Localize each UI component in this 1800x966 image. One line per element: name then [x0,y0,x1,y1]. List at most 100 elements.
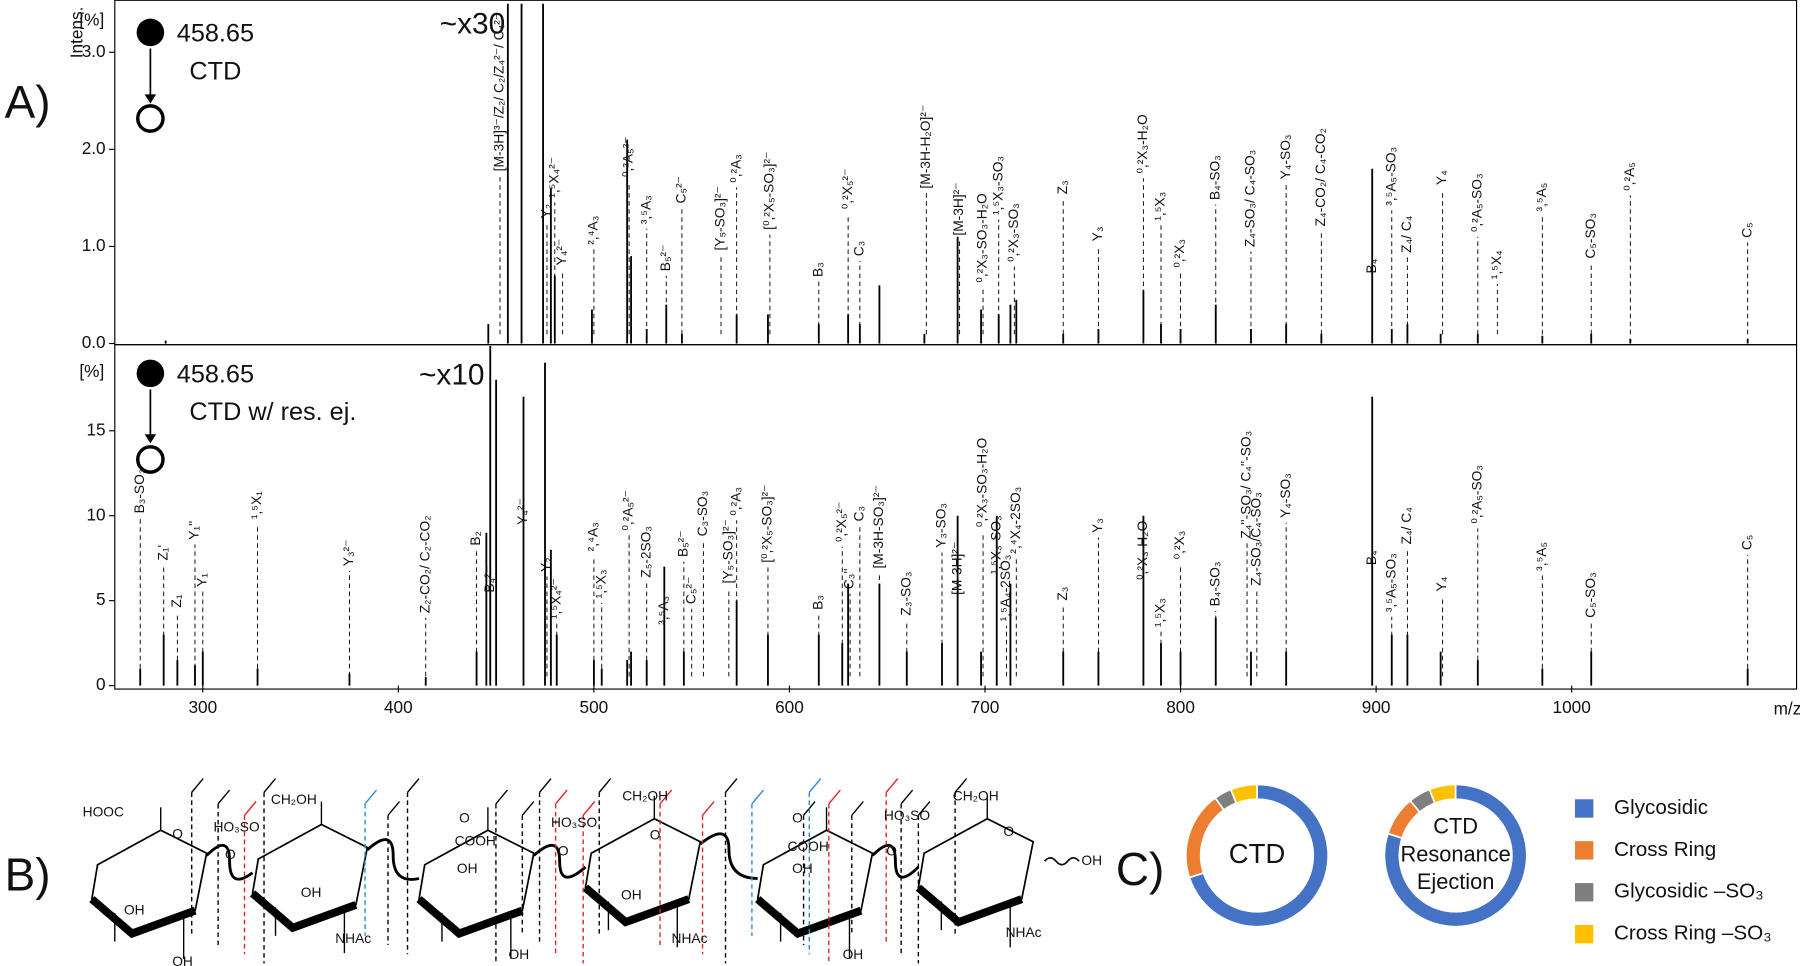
fragment-label: Y₄²⁻ [554,239,569,266]
fragment-label: C₃'' [842,568,857,589]
fragment-label: ²,⁴A₃ [586,522,601,551]
y-tick-label: 3.0 [82,41,106,61]
fragment-label: C₅-SO₃ [1583,213,1598,259]
structure-label: O [792,810,803,825]
ring-bond-bold [915,884,1024,927]
fragment-label: ³,⁵A₃ [656,596,671,625]
structure-label: CH₂OH [953,789,999,804]
fragment-label: [M-3H]³⁻/Z₂/ C₂/Z₄²⁻/ C₄²⁻ [492,13,507,171]
panel-label: B) [5,849,51,901]
structure-label: OH [301,885,322,900]
fragment-label: Y₂ [539,204,554,219]
fragment-label: ⁰,²X₃-H₂O [1135,114,1150,174]
structure-label: NHAc [335,931,371,946]
cleavage-hook [387,801,401,816]
structure-label: O [172,826,183,841]
fragment-label: C₅ [1739,222,1754,237]
y-axis-label: Intens. [67,7,87,59]
legend-label: Glycosidic [1614,796,1708,819]
structure-label: OH [621,887,642,902]
fragment-label: B₄-SO₃ [1207,562,1222,607]
fragment-label: ⁰,²A₅ [1622,162,1637,191]
fragment-label: ³,⁵A₃ [638,195,653,224]
y-unit: [%] [79,361,104,381]
fragment-label: Y₃²⁻ [341,540,356,567]
structure-label: OH [792,861,813,876]
fragment-label: Z₄-SO₃/C₄-SO₃ [1248,492,1263,586]
donut-center-label: Resonance [1400,841,1510,866]
fragment-label: ²,⁴A₃ [586,216,601,245]
structure-label: O [650,828,661,843]
fragment-label: Y₄-SO₃ [1278,473,1293,518]
x-tick-label: 500 [580,697,609,717]
structure-label: CH₂OH [622,789,668,804]
fragment-label: ¹,⁵X₄ [1489,250,1504,279]
fragment-label: ⁰,²X₃-SO₃-H₂O [975,438,990,528]
y-tick-label: 1.0 [82,235,106,255]
structure-label: O [558,844,569,859]
fragment-label: ⁰,²A₅²⁻ [621,137,636,178]
legend-label: Glycosidic –SO₃ [1614,880,1764,903]
fragment-label: ⁰,²X₃-H₂O [1135,520,1150,580]
fragment-label: Z₄-CO₂/ C₄-CO₂ [1313,128,1328,226]
fragment-label: Y₄ [1434,576,1449,591]
structure-label: COOH [788,839,829,854]
ring-bond-bold [89,896,197,939]
fragment-label: C₃-SO₃ [695,491,710,537]
fragment-label: ⁰,²A₅²⁻ [621,490,636,531]
cleavage-hook [851,801,864,816]
fragment-label: Y₁'' [187,521,202,540]
precursor-mz: 458.65 [177,360,254,388]
fragment-label: B₅²⁻ [675,530,690,557]
cleavage-hook [659,789,673,805]
structure-label: OH [509,947,530,962]
donut-center-label: Ejection [1417,869,1495,894]
method: CTD [189,57,241,85]
fragment-label: ³,⁵A₅-SO₃ [1383,147,1398,206]
legend-swatch [1575,841,1594,860]
x-tick-label: 700 [971,697,1000,717]
fragment-label: Z₃ [1055,587,1070,601]
fragment-label: Y₄²⁻ [515,498,530,525]
y-tick-label: 2.0 [82,138,106,158]
cleavage-hook [598,778,612,793]
x-axis-label: m/z [1774,698,1800,718]
fragment-label: ¹,⁵X₄²⁻ [548,578,563,619]
cleavage-hook [808,778,822,793]
fragment-label: ²,⁴X₄-2SO₃ [1008,487,1023,554]
fragment-label: ¹,⁵X₁ [249,491,264,519]
fragment-label: Z₁' [155,545,170,561]
fragment-label: ³,⁵A₅ [1534,183,1549,212]
fragment-label: Y₃-SO₃ [934,503,949,548]
y-tick-label: 0.0 [82,332,106,352]
legend-label: Cross Ring –SO₃ [1614,922,1772,945]
x-tick-label: 800 [1166,697,1195,717]
fragment-label: C₅-SO₃ [1583,572,1598,618]
structure-label: O [1003,824,1014,839]
cleavage-hook [702,801,715,816]
cleavage-hook [495,789,508,805]
fragment-label: C₃ [851,241,866,257]
cleavage-hook [828,789,841,805]
fragment-label: [M-3H-SO₃]²⁻ [871,485,886,568]
fragment-label: Y₃ [1090,227,1105,242]
fragment-label: Z₄/ C₄ [1399,507,1414,545]
fragment-label: [M-3H-H₂O]²⁻ [918,105,933,189]
fragment-label: [M-3H]²⁻ [949,542,964,595]
panel-frame [114,0,1798,346]
fragment-label: C₅²⁻ [674,176,689,203]
fragment-label: [Y₅-SO₃]²⁻ [720,519,735,583]
structure-label: O [886,844,897,859]
ring-bond-bold [416,896,524,939]
structure-label: OH [124,902,145,917]
fragment-label: C₅²⁻ [683,577,698,604]
precursor-marker [136,18,165,474]
fragment-label: ⁰,²X₃ [1172,531,1187,560]
panel-frame [114,344,1798,690]
donut-center-label: CTD [1433,814,1478,839]
magnification: ~x30 [440,7,506,40]
cleavage-hook [900,789,914,805]
structure-label: CH₂OH [271,792,317,807]
fragment-label: C₅ [1739,535,1754,551]
